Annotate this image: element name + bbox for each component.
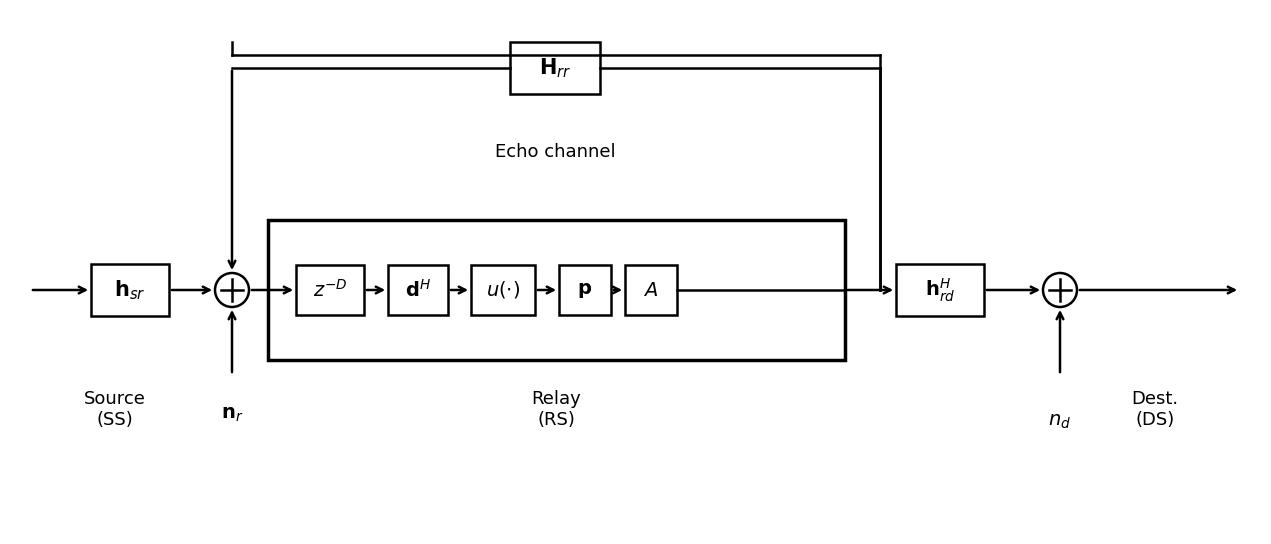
Text: $\mathbf{h}_{sr}$: $\mathbf{h}_{sr}$ — [114, 278, 146, 302]
FancyBboxPatch shape — [388, 265, 447, 315]
Text: Source
(SS): Source (SS) — [84, 390, 146, 429]
Text: Echo channel: Echo channel — [494, 143, 615, 161]
FancyBboxPatch shape — [92, 264, 169, 316]
Circle shape — [1043, 273, 1077, 307]
Text: $A$: $A$ — [643, 281, 658, 300]
Text: $\mathbf{n}_r$: $\mathbf{n}_r$ — [221, 405, 243, 424]
Circle shape — [215, 273, 249, 307]
FancyBboxPatch shape — [625, 265, 677, 315]
Text: $n_d$: $n_d$ — [1049, 412, 1071, 431]
Text: $\mathbf{H}_{rr}$: $\mathbf{H}_{rr}$ — [539, 56, 571, 80]
FancyBboxPatch shape — [296, 265, 364, 315]
FancyBboxPatch shape — [559, 265, 611, 315]
FancyBboxPatch shape — [510, 42, 600, 94]
Text: $\mathbf{d}^H$: $\mathbf{d}^H$ — [405, 279, 431, 301]
Text: Dest.
(DS): Dest. (DS) — [1131, 390, 1178, 429]
Text: $\mathbf{h}_{rd}^{H}$: $\mathbf{h}_{rd}^{H}$ — [925, 276, 956, 304]
FancyBboxPatch shape — [896, 264, 984, 316]
Text: Relay
(RS): Relay (RS) — [531, 390, 581, 429]
Text: $u(\cdot)$: $u(\cdot)$ — [486, 280, 520, 300]
FancyBboxPatch shape — [472, 265, 535, 315]
Text: $\mathbf{p}$: $\mathbf{p}$ — [577, 281, 592, 300]
Text: $z^{-D}$: $z^{-D}$ — [313, 279, 347, 301]
